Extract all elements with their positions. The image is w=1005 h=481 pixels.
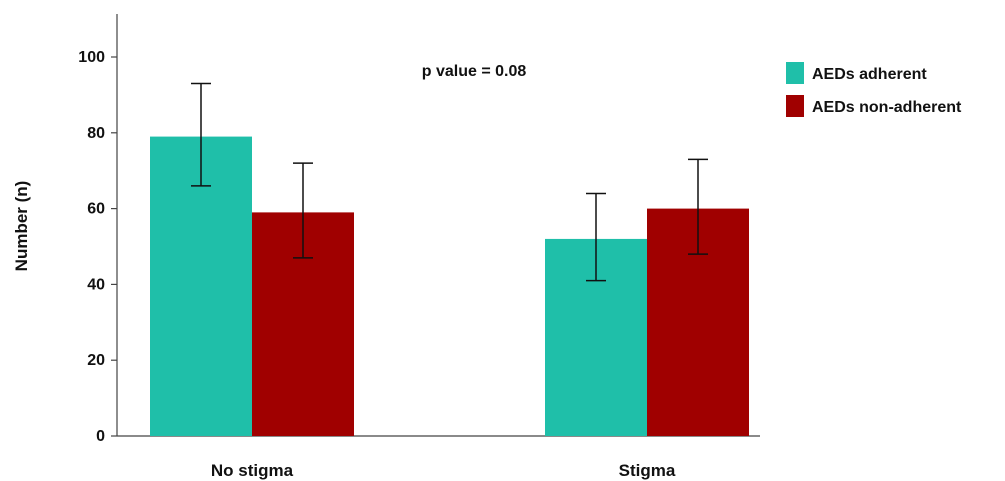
- y-tick-label: 60: [87, 201, 105, 218]
- plot-area: 0 20 40 60 80 100 No stigma Stigma: [78, 14, 760, 480]
- legend-swatch: [786, 62, 804, 84]
- y-tick-label: 40: [87, 276, 105, 293]
- y-tick-label: 80: [87, 125, 105, 142]
- legend: AEDs adherent AEDs non-adherent: [786, 62, 962, 117]
- x-category-label: No stigma: [211, 461, 294, 480]
- x-category-label: Stigma: [619, 461, 676, 480]
- y-tick-label: 0: [96, 428, 105, 445]
- legend-label: AEDs adherent: [812, 66, 927, 83]
- y-axis-title: Number (n): [12, 181, 31, 272]
- legend-swatch: [786, 95, 804, 117]
- p-value-annotation: p value = 0.08: [422, 63, 527, 80]
- y-tick-label: 20: [87, 352, 105, 369]
- y-tick-label: 100: [78, 49, 105, 66]
- error-bar: [586, 192, 606, 282]
- error-bar: [191, 82, 211, 187]
- legend-label: AEDs non-adherent: [812, 99, 962, 116]
- error-bar: [293, 162, 313, 259]
- error-bar: [688, 158, 708, 255]
